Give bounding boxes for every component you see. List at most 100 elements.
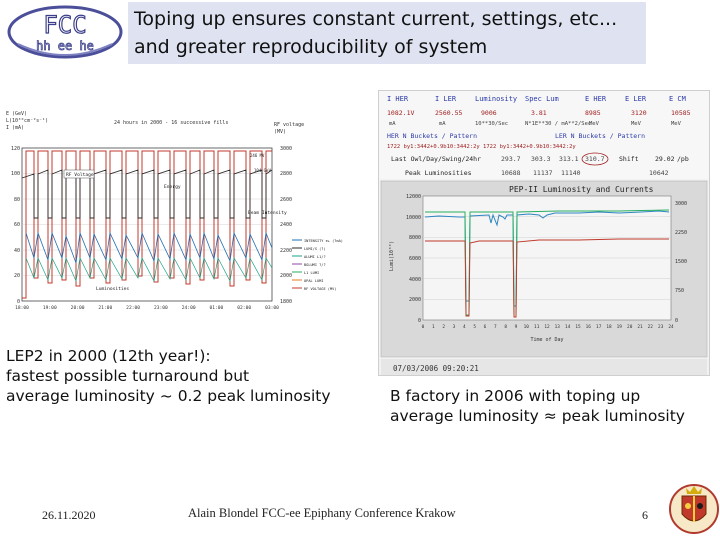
bf-unit-cell: mA <box>389 121 396 127</box>
logo-text-top: FCC <box>43 11 86 39</box>
bf-peak-val: 11137 <box>533 169 553 177</box>
lep-x-tick: 23:00 <box>154 305 168 311</box>
lep-x-tick: 18:00 <box>15 305 29 311</box>
bf-yr-tick: 1500 <box>675 259 687 265</box>
bf-shift-label: Shift <box>619 155 639 163</box>
bf-unit-cell: MeV <box>631 121 642 127</box>
lep-x-tick: 21:00 <box>98 305 112 311</box>
bf-pattern: 1722 by1:3442+0.9b10:3442:2y 1722 by1:34… <box>387 144 576 150</box>
bf-unit-cell: 10**30/Sec <box>475 121 508 127</box>
bf-table-bg <box>379 91 709 179</box>
bf-peak-val: 11140 <box>561 169 581 177</box>
bf-x-tick: 20 <box>627 324 633 330</box>
lep-yl-tick: 100 <box>11 171 20 177</box>
bf-x-tick: 12 <box>544 324 550 330</box>
bf-value-cell: 2560.55 <box>435 109 462 117</box>
lep-caption-line-2: fastest possible turnaround but <box>6 367 250 385</box>
lep-legend-item: BGLUMI ?/? <box>304 263 326 267</box>
lep-x-tick: 20:00 <box>71 305 85 311</box>
bf-yl-tick: 12000 <box>406 194 421 200</box>
bf-peak-label: Peak Luminosities <box>405 169 472 177</box>
lep-yr-tick: 2400 <box>280 222 292 228</box>
bf-timestamp: 07/03/2006 09:20:21 <box>393 364 479 373</box>
lep-legend-item: OPAL LUMI <box>304 279 323 283</box>
lep-x-tick: 03:00 <box>265 305 279 311</box>
lep-caption-line-3: average luminosity ~ 0.2 peak luminosity <box>6 387 331 405</box>
lep-ylabel-right-1: RF voltage <box>274 122 304 128</box>
bf-header-cell: E CM <box>669 95 686 103</box>
bf-x-tick: 0 <box>422 324 425 330</box>
bf-xlabel: Time of Day <box>530 337 563 343</box>
bf-yl-tick: 2000 <box>409 297 421 303</box>
bf-x-tick: 1 <box>432 324 435 330</box>
bf-x-tick: 7 <box>494 324 497 330</box>
lep-annot-beam: Beam Intensity <box>248 210 287 216</box>
bf-value-cell: 3.81 <box>531 109 547 117</box>
bf-x-tick: 18 <box>606 324 612 330</box>
lep-yr-tick: 1800 <box>280 299 292 305</box>
bf-x-tick: 19 <box>617 324 623 330</box>
university-crest-icon <box>668 478 720 540</box>
bf-shift-unit: /pb <box>677 155 689 163</box>
bf-yr-tick: 3000 <box>675 201 687 207</box>
bf-last-val: 293.7 <box>501 155 521 163</box>
lep-legend-item: LUMI/S (?) <box>304 247 326 251</box>
bf-yl-tick: 6000 <box>409 256 421 262</box>
bf-last-val: 313.1 <box>559 155 579 163</box>
lep-x-tick: 01:00 <box>209 305 223 311</box>
bf-header-cell: Luminosity <box>475 95 517 103</box>
lep-x-tick: 19:00 <box>43 305 57 311</box>
lep-legend-item: L1 LUMI <box>304 271 319 275</box>
lep-yl-tick: 40 <box>14 248 20 254</box>
logo-text-bottom: hh ee he <box>36 39 94 53</box>
lep-x-tick: 22:00 <box>126 305 140 311</box>
footer-date: 26.11.2020 <box>42 508 96 522</box>
bf-x-tick: 2 <box>442 324 445 330</box>
lep-ylabel-1: E (GeV) <box>6 111 27 117</box>
bf-value-cell: 1082.1V <box>387 109 414 117</box>
title-line-2: and greater reproducibility of system <box>134 36 488 58</box>
bf-yr-tick: 0 <box>675 318 678 324</box>
lep-yr-tick: 2000 <box>280 273 292 279</box>
bf-her-current-trace <box>424 210 670 307</box>
lep-energy-trace <box>21 169 273 219</box>
bf-caption-line-1: B factory in 2006 with toping up <box>390 387 641 405</box>
bf-shift-value: 29.02 <box>655 155 675 163</box>
lep-yl-tick: 80 <box>14 197 20 203</box>
slide-title: Toping up ensures constant current, sett… <box>128 2 646 64</box>
lep-yl-tick: 0 <box>17 299 20 305</box>
bf-x-tick: 10 <box>524 324 530 330</box>
lep-beam-intensity-trace <box>25 231 273 264</box>
bf-yl-tick: 8000 <box>409 235 421 241</box>
title-line-1: Toping up ensures constant current, sett… <box>134 8 618 30</box>
bf-x-tick: 11 <box>534 324 540 330</box>
lep-legend-item: RF VOLTAGE (MV) <box>304 287 336 291</box>
lep-x-tick: 02:00 <box>237 305 251 311</box>
bf-unit-cell: MeV <box>671 121 682 127</box>
lep-annot-rf: RF Voltage <box>66 172 94 178</box>
bf-highlight-circle <box>581 152 609 166</box>
bf-x-tick: 3 <box>453 324 456 330</box>
lep-legend-item: ALUMI L1/? <box>304 255 326 259</box>
footer-center: Alain Blondel FCC-ee Epiphany Conference… <box>188 506 456 520</box>
bf-x-tick: 9 <box>515 324 518 330</box>
lep-annot-rf-box <box>63 169 95 179</box>
bf-yl-tick: 0 <box>418 318 421 324</box>
bf-x-tick: 14 <box>565 324 571 330</box>
bf-x-tick: 13 <box>555 324 561 330</box>
bf-header-cell: I LER <box>435 95 457 103</box>
bf-caption-line-2: average luminosity ≈ peak luminosity <box>390 407 685 425</box>
bf-x-tick: 17 <box>596 324 602 330</box>
bf-yl-tick: 10000 <box>406 215 421 221</box>
lep-annot-energy: Energy <box>164 184 181 190</box>
bf-x-tick: 22 <box>648 324 654 330</box>
bf-peak-val: 10688 <box>501 169 521 177</box>
lep-yl-tick: 120 <box>11 146 20 152</box>
bf-header-cell: E LER <box>625 95 647 103</box>
lep-legend-item: INTENSITY e+ (?mA) <box>304 239 343 243</box>
bf-last-val: 303.3 <box>531 155 551 163</box>
lep-yl-tick: 20 <box>14 273 20 279</box>
bf-timestamp-bar <box>381 359 707 375</box>
bfactory-monitor-panel: I HER I LER Luminosity Spec Lum E HER E … <box>378 90 710 376</box>
bf-value-cell: 8985 <box>585 109 601 117</box>
